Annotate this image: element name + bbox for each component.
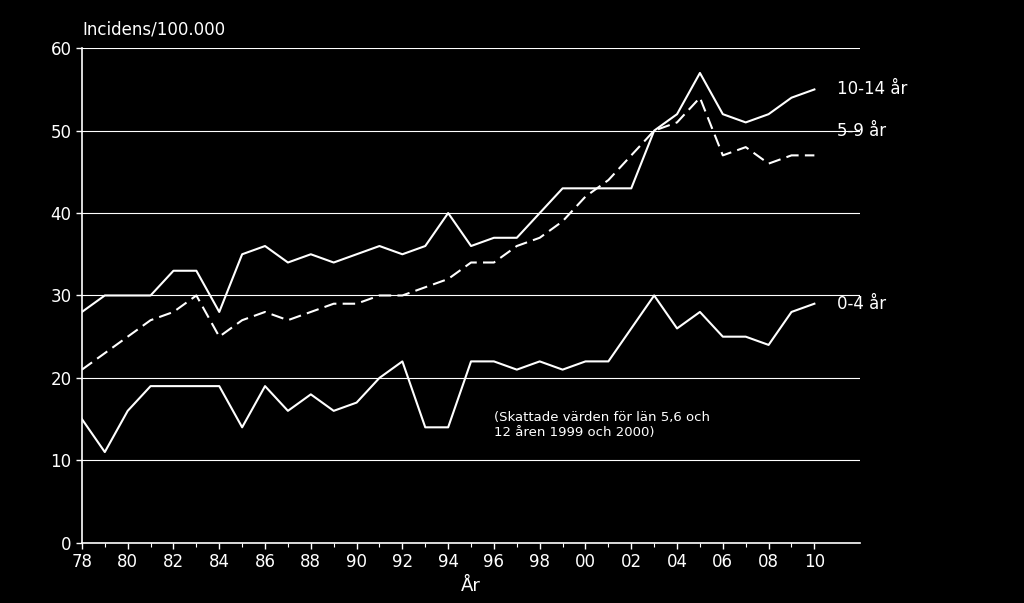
- Text: (Skattade värden för län 5,6 och
12 åren 1999 och 2000): (Skattade värden för län 5,6 och 12 åren…: [494, 411, 710, 439]
- Text: Incidens/100.000: Incidens/100.000: [82, 21, 225, 39]
- Text: 5-9 år: 5-9 år: [838, 122, 887, 140]
- Text: 0-4 år: 0-4 år: [838, 295, 887, 313]
- X-axis label: År: År: [461, 576, 481, 595]
- Text: 10-14 år: 10-14 år: [838, 80, 907, 98]
